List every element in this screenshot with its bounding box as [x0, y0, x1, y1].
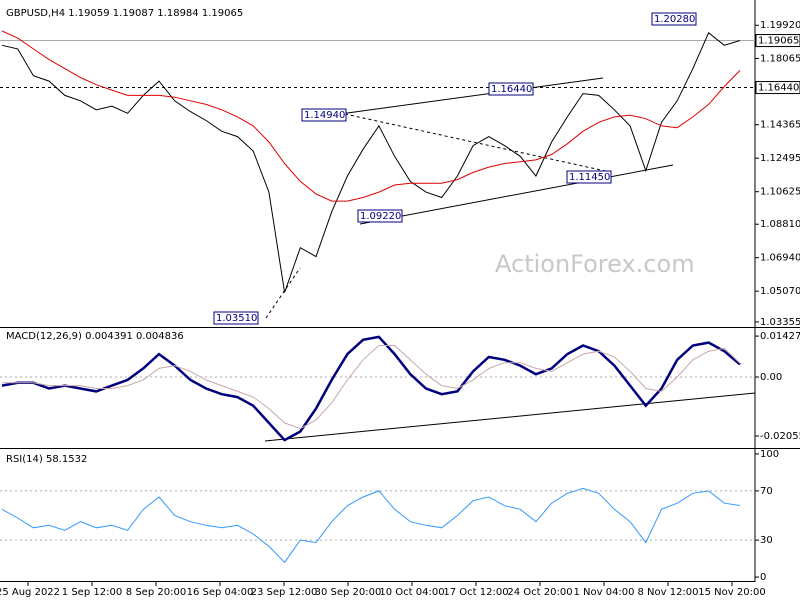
trend-line [359, 164, 674, 225]
price-annotation: 1.11450 [569, 172, 610, 183]
y-tick-label: 1.19920 [760, 20, 800, 31]
y-tick-label: 1.05070 [760, 286, 800, 297]
panel-title: GBPUSD,H4 1.19059 1.19087 1.18984 1.1906… [6, 8, 243, 19]
y-tick-label: 1.08810 [760, 219, 800, 230]
price-annotation-box [566, 170, 612, 184]
line-series [2, 345, 741, 430]
time-label: 30 Sep 20:00 [315, 587, 382, 598]
price-annotation: 1.09220 [360, 211, 401, 222]
y-tick-label: 30 [760, 535, 773, 546]
price-annotation-box [651, 12, 697, 26]
y-tick-label: 1.14365 [760, 120, 800, 131]
price-annotation-box [301, 108, 347, 122]
price-annotation: 1.16440 [491, 84, 532, 95]
line-series [1, 335, 741, 442]
price-tag [755, 34, 800, 48]
y-tick-label: 1.18065 [760, 53, 800, 64]
price-annotation-box [213, 311, 259, 325]
price-annotation: 1.20280 [654, 14, 695, 25]
price-tag-label: 1.19065 [758, 36, 799, 47]
price-tag-label: 1.16440 [758, 83, 799, 94]
y-tick-label: 1.06940 [760, 253, 800, 264]
time-label: 24 Oct 20:00 [507, 587, 572, 598]
y-tick-label: -0.020556 [760, 431, 800, 442]
price-annotation-box [357, 209, 403, 223]
line-series [1, 32, 741, 293]
panel-title: MACD(12,26,9) 0.004391 0.004836 [6, 331, 184, 342]
price-tag [755, 81, 800, 95]
line-series [1, 487, 741, 564]
time-label: 1 Sep 12:00 [62, 587, 122, 598]
watermark: ActionForex.com [495, 250, 695, 278]
y-tick-label: 1.12495 [760, 153, 800, 164]
time-label: 1 Nov 04:00 [573, 587, 634, 598]
time-label: 25 Aug 2022 [0, 587, 60, 598]
y-tick-label: 100 [760, 449, 779, 460]
y-tick-label: 0 [760, 572, 766, 583]
y-tick-label: 70 [760, 486, 773, 497]
time-label: 16 Sep 04:00 [187, 587, 254, 598]
time-label: 10 Oct 04:00 [379, 587, 444, 598]
time-label: 8 Nov 12:00 [637, 587, 698, 598]
price-annotation: 1.03510 [216, 313, 257, 324]
y-tick-label: 0.014278 [760, 331, 800, 342]
trend-line [339, 77, 604, 115]
trend-line [265, 267, 301, 319]
trend-line [264, 392, 756, 442]
price-annotation-box [488, 82, 534, 96]
time-label: 8 Sep 20:00 [126, 587, 186, 598]
panel-title: RSI(14) 58.1532 [6, 454, 87, 465]
y-tick-label: 1.10625 [760, 187, 800, 198]
time-label: 15 Nov 20:00 [698, 587, 765, 598]
price-annotation: 1.14940 [304, 110, 345, 121]
y-tick-label: 0.00 [760, 372, 782, 383]
time-label: 23 Sep 12:00 [251, 587, 318, 598]
line-series [1, 30, 741, 202]
time-label: 17 Oct 12:00 [443, 587, 508, 598]
y-tick-label: 1.03355 [760, 317, 800, 328]
